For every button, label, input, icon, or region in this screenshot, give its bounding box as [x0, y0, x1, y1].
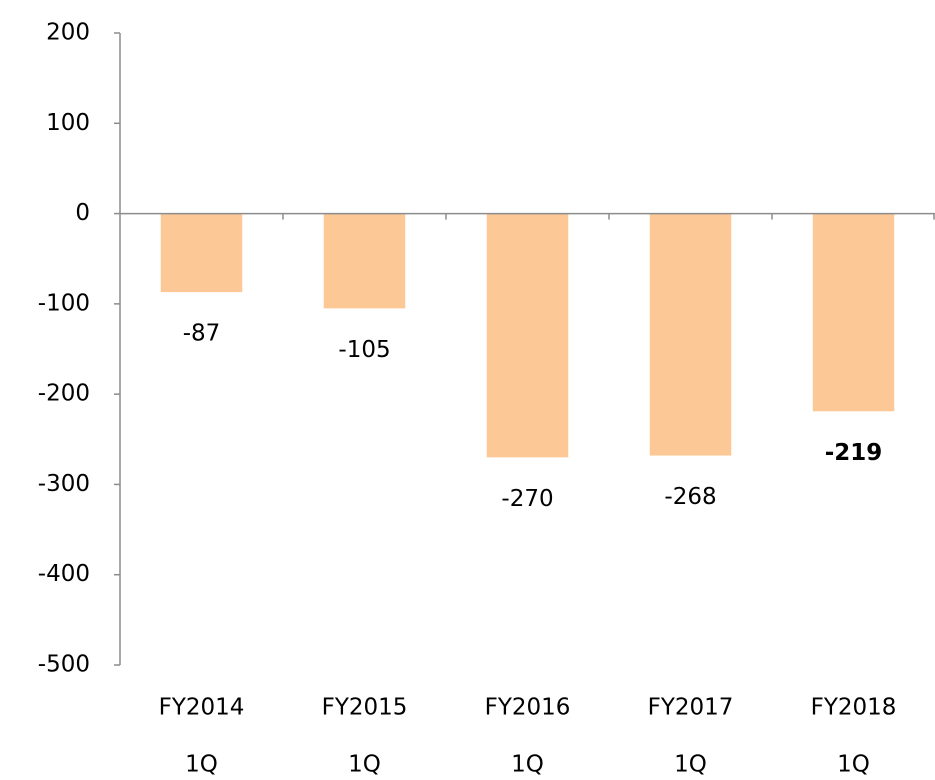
- y-tick-label: 100: [46, 110, 90, 136]
- x-tick-label: 1Q: [511, 752, 544, 778]
- y-tick-label: -100: [38, 290, 90, 316]
- bar: [160, 213, 243, 293]
- y-tick-label: -200: [38, 381, 90, 407]
- x-tick-label: 1Q: [837, 752, 870, 778]
- y-tick-label: 200: [46, 20, 90, 46]
- x-tick-label: FY2017: [648, 695, 734, 721]
- data-label: -270: [501, 486, 553, 512]
- data-label: -268: [664, 484, 716, 510]
- y-tick-label: -400: [38, 561, 90, 587]
- x-tick-label: FY2015: [322, 695, 408, 721]
- y-tick-label: -300: [38, 471, 90, 497]
- x-tick-label: FY2018: [811, 695, 897, 721]
- bar: [323, 213, 406, 309]
- x-tick-label: FY2014: [159, 695, 245, 721]
- x-tick-label: 1Q: [348, 752, 381, 778]
- y-tick-label: -500: [38, 652, 90, 678]
- data-label: -87: [183, 321, 221, 347]
- y-tick-label: 0: [75, 200, 90, 226]
- bar: [486, 213, 569, 458]
- bar: [649, 213, 732, 456]
- x-tick-label: FY2016: [485, 695, 571, 721]
- data-label: -105: [338, 337, 390, 363]
- bar: [812, 213, 895, 412]
- data-label: -219: [825, 440, 883, 466]
- x-tick-label: 1Q: [674, 752, 707, 778]
- x-tick-label: 1Q: [185, 752, 218, 778]
